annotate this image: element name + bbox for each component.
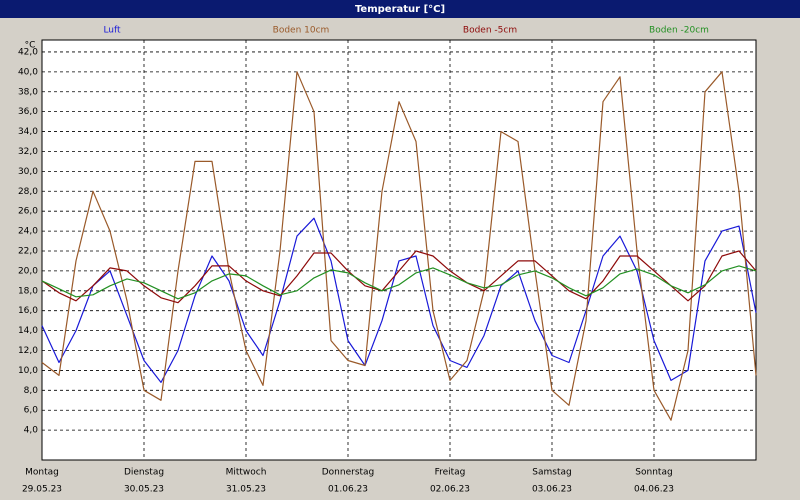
series-line	[41, 71, 757, 421]
y-tick-label: 34,0	[18, 127, 38, 137]
y-tick-label: 6,0	[24, 406, 39, 416]
chart-title: Temperatur [°C]	[355, 4, 445, 15]
y-tick-label: 8,0	[24, 386, 39, 396]
x-tick-label: Samstag	[532, 468, 571, 478]
x-tick-label: Mittwoch	[226, 468, 267, 478]
x-tick-date: 04.06.23	[634, 485, 674, 495]
series-line	[41, 250, 757, 304]
legend-entry: Boden 10cm	[273, 26, 330, 36]
y-tick-label: 24,0	[18, 227, 38, 237]
y-tick-label: 26,0	[18, 207, 38, 217]
y-tick-label: 10,0	[18, 366, 38, 376]
x-tick-date: 31.05.23	[226, 485, 266, 495]
x-tick-label: Dienstag	[124, 468, 164, 478]
x-tick-label: Freitag	[435, 468, 466, 478]
x-tick-label: Montag	[25, 468, 59, 478]
x-tick-date: 02.06.23	[430, 485, 470, 495]
x-tick-label: Donnerstag	[322, 468, 375, 478]
y-tick-label: 22,0	[18, 246, 38, 256]
y-tick-label: 40,0	[18, 67, 38, 77]
series-line	[41, 265, 757, 300]
x-tick-date: 01.06.23	[328, 485, 368, 495]
y-tick-label: 16,0	[18, 306, 38, 316]
legend-entry: Boden -5cm	[463, 26, 517, 36]
y-tick-label: 14,0	[18, 326, 38, 336]
legend-entry: Luft	[103, 26, 121, 36]
y-tick-label: 4,0	[24, 426, 39, 436]
y-tick-label: 36,0	[18, 107, 38, 117]
x-tick-date: 29.05.23	[22, 485, 62, 495]
y-tick-label: 42,0	[18, 47, 38, 57]
x-tick-label: Sonntag	[635, 468, 672, 478]
legend-entry: Boden -20cm	[649, 26, 709, 36]
y-unit: °C	[25, 41, 36, 51]
y-tick-label: 18,0	[18, 286, 38, 296]
y-tick-label: 38,0	[18, 87, 38, 97]
x-tick-date: 30.05.23	[124, 485, 164, 495]
y-tick-label: 12,0	[18, 346, 38, 356]
title-bar	[0, 0, 800, 18]
y-tick-label: 20,0	[18, 266, 38, 276]
series-line	[41, 217, 757, 383]
y-tick-label: 30,0	[18, 167, 38, 177]
y-tick-label: 32,0	[18, 147, 38, 157]
y-tick-label: 28,0	[18, 187, 38, 197]
x-tick-date: 03.06.23	[532, 485, 572, 495]
